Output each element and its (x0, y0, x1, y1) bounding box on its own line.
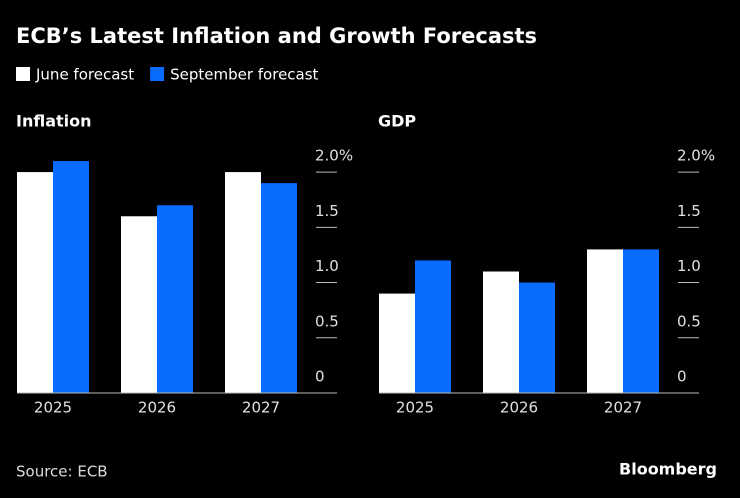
bar (261, 183, 297, 393)
bar (415, 260, 451, 393)
bar (157, 205, 193, 393)
bar (519, 282, 555, 393)
legend-label: June forecast (35, 66, 134, 84)
x-tick-label: 2025 (34, 399, 72, 417)
source: Source: ECB (16, 463, 108, 481)
bar (483, 271, 519, 393)
x-tick-label: 2026 (138, 399, 176, 417)
x-tick-label: 2027 (604, 399, 642, 417)
y-tick-label: 0.5 (677, 312, 701, 330)
x-tick-label: 2026 (500, 399, 538, 417)
y-tick-label: 1.0 (677, 257, 701, 275)
y-tick-label: 1.5 (315, 202, 339, 220)
y-tick-label: 0.5 (315, 312, 339, 330)
chart-title: ECB’s Latest Inflation and Growth Foreca… (16, 24, 537, 48)
legend-swatch (16, 67, 30, 81)
legend-label: September forecast (170, 66, 318, 84)
legend-swatch (150, 67, 165, 81)
bar (121, 216, 157, 393)
bar (587, 249, 623, 393)
panel-title: Inflation (16, 112, 92, 131)
bar (17, 172, 53, 393)
bar (379, 293, 415, 393)
y-tick-label: 2.0% (315, 147, 353, 165)
bar (623, 249, 659, 393)
panel-title: GDP (378, 112, 416, 131)
y-tick-label: 1.0 (315, 257, 339, 275)
bar (225, 172, 261, 393)
y-tick-label: 1.5 (677, 202, 701, 220)
x-tick-label: 2025 (396, 399, 434, 417)
y-tick-label: 2.0% (677, 147, 715, 165)
y-tick-label: 0 (315, 368, 325, 386)
x-tick-label: 2027 (242, 399, 280, 417)
brand: Bloomberg (619, 460, 717, 479)
bar (53, 161, 89, 393)
y-tick-label: 0 (677, 368, 687, 386)
